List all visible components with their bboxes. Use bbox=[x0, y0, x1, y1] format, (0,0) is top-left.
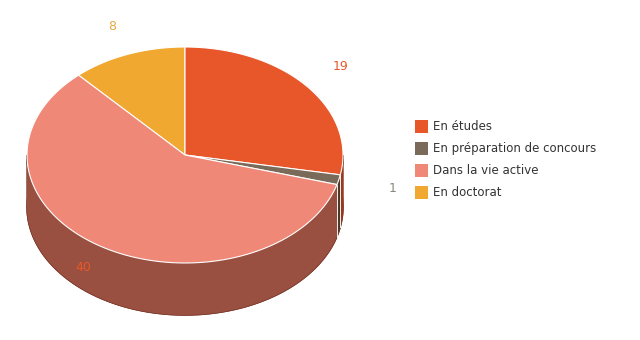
Polygon shape bbox=[340, 156, 343, 227]
Text: 19: 19 bbox=[333, 60, 348, 73]
Text: 1: 1 bbox=[388, 182, 397, 195]
Polygon shape bbox=[185, 47, 343, 175]
Text: En doctorat: En doctorat bbox=[433, 186, 502, 199]
Polygon shape bbox=[27, 155, 343, 315]
Bar bbox=[415, 120, 428, 133]
Polygon shape bbox=[185, 155, 340, 185]
Text: 40: 40 bbox=[76, 260, 92, 273]
Text: En études: En études bbox=[433, 120, 492, 133]
Text: Dans la vie active: Dans la vie active bbox=[433, 164, 538, 177]
Bar bbox=[415, 164, 428, 177]
Polygon shape bbox=[337, 175, 340, 237]
Text: En préparation de concours: En préparation de concours bbox=[433, 142, 596, 155]
Polygon shape bbox=[27, 156, 337, 315]
Bar bbox=[415, 142, 428, 155]
Polygon shape bbox=[27, 75, 337, 263]
Text: 8: 8 bbox=[108, 20, 116, 33]
Polygon shape bbox=[27, 99, 343, 315]
Polygon shape bbox=[79, 47, 185, 155]
Bar bbox=[415, 186, 428, 199]
